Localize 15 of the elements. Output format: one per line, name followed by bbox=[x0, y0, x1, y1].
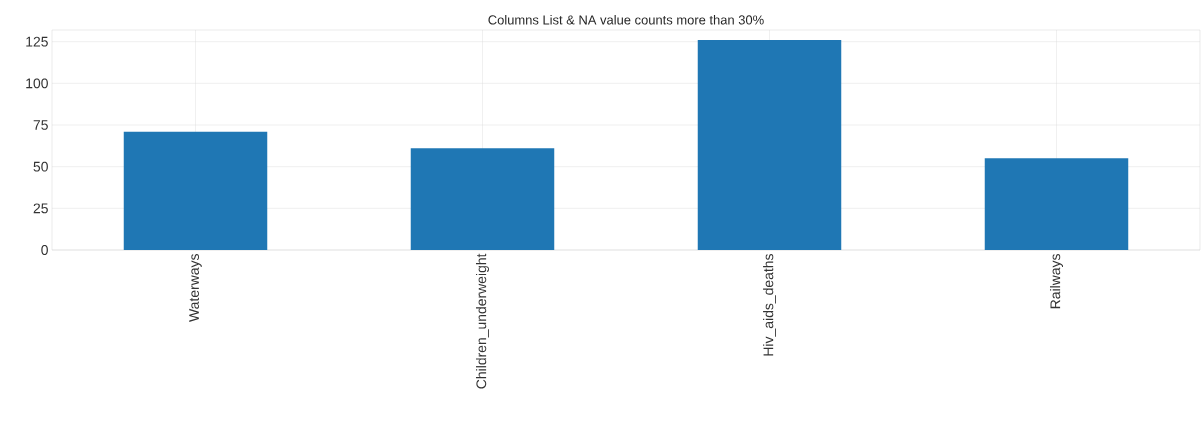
y-tick-label: 0 bbox=[41, 245, 48, 255]
x-tick-label: Children_underweight bbox=[475, 253, 489, 389]
bar bbox=[410, 148, 555, 250]
x-tick-label: Waterways bbox=[189, 254, 202, 322]
chart-title: Columns List & NA value counts more than 30% bbox=[488, 14, 764, 25]
y-tick-label: 100 bbox=[26, 78, 48, 89]
bar bbox=[123, 131, 268, 250]
bar bbox=[697, 40, 842, 250]
x-tick-label: Railways bbox=[1049, 254, 1063, 309]
x-tick-label: Hiv_aids_deaths bbox=[763, 254, 776, 356]
bar bbox=[984, 158, 1129, 250]
y-tick-label: 25 bbox=[33, 203, 48, 214]
y-tick-label: 125 bbox=[26, 36, 48, 47]
y-tick-label: 50 bbox=[33, 161, 48, 172]
y-tick-label: 75 bbox=[33, 120, 48, 130]
